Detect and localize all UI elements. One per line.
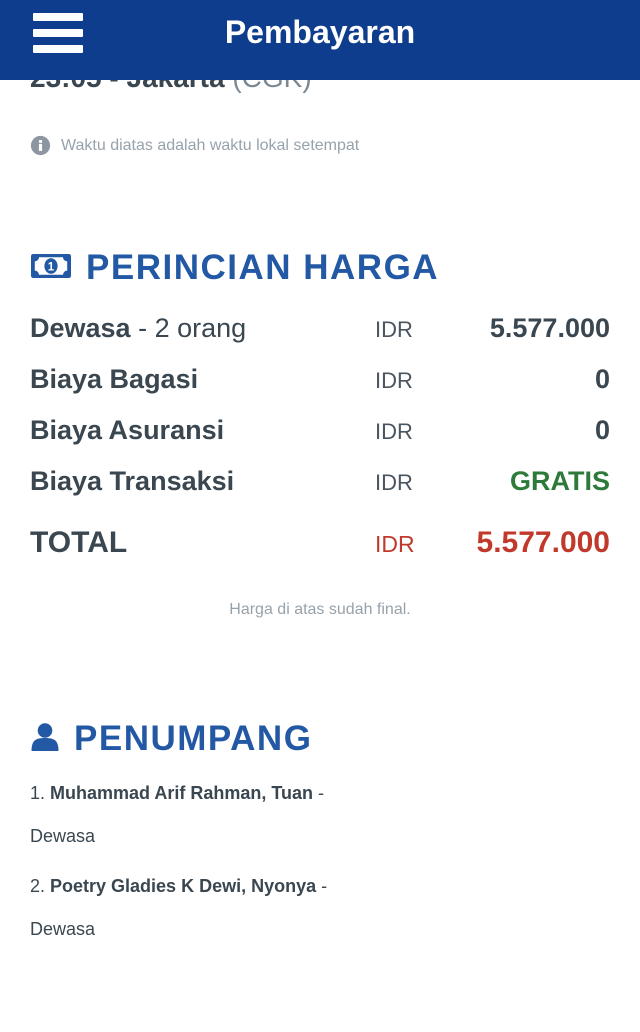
svg-text:1: 1 bbox=[48, 261, 55, 273]
